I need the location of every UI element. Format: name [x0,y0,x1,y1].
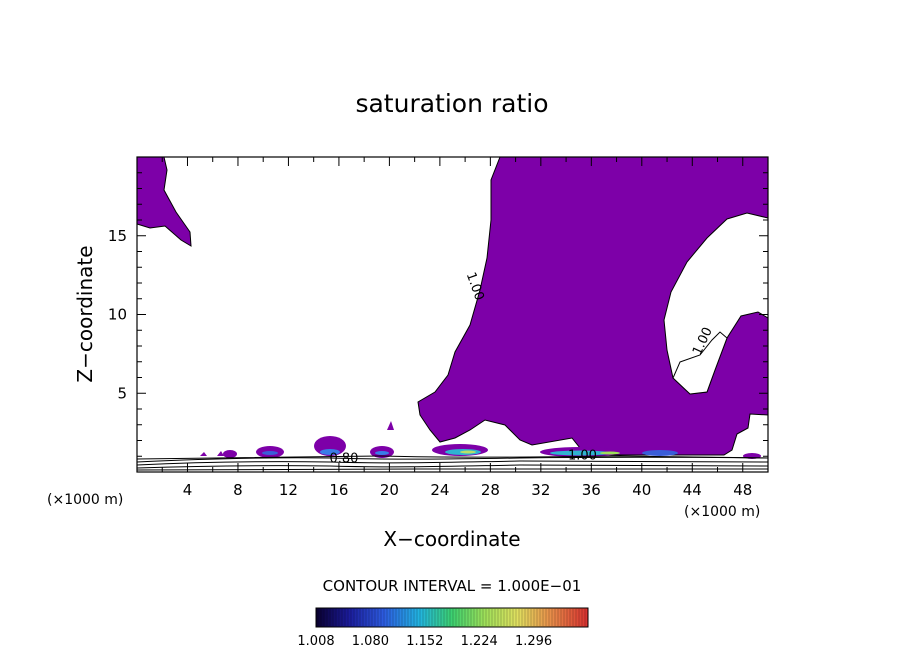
x-tick-label: 20 [380,481,399,499]
colorbar-ticks: 1.008 1.080 1.152 1.224 1.296 [297,634,552,649]
contour-label: 0.80 [329,452,358,467]
colorbar-tick-label: 1.008 [297,634,334,649]
blob-19-core [375,451,389,455]
x-tick-label: 44 [683,481,702,499]
x-axis-ticks: 4 8 12 16 20 24 28 32 36 40 44 48 [161,157,752,499]
x-tick-label: 12 [279,481,298,499]
blob-34-core [550,450,610,456]
surface-contours [136,455,769,471]
x-tick-label: 4 [183,481,193,499]
x-tick-label: 28 [481,481,500,499]
saturated-regions [136,156,769,456]
blob-40 [642,450,678,456]
x-unit-left: (×1000 m) [47,492,123,508]
colorbar [315,607,589,628]
region-notch [672,331,728,395]
chart-title: saturation ratio [355,89,548,118]
x-tick-label: 24 [430,481,449,499]
x-tick-label: 48 [733,481,752,499]
blob-15-core [320,449,340,455]
x-tick-label: 16 [329,481,348,499]
colorbar-tick-label: 1.080 [352,634,389,649]
y-axis-label: Z−coordinate [73,245,97,382]
blob-11-core [262,451,278,455]
region-top-left [136,156,192,247]
x-tick-label: 36 [582,481,601,499]
blob-25-peak [460,450,476,454]
blob-8 [223,450,237,458]
x-axis-label: X−coordinate [383,527,520,551]
surface-line-2 [136,460,769,466]
x-unit-right: (×1000 m) [684,504,760,520]
surface-line-5 [136,455,769,460]
tiny-cell-19 [387,421,394,430]
surface-line-4 [136,468,768,471]
y-tick-label: 10 [108,306,127,324]
blob-34-peak [600,451,620,455]
colorbar-tick-label: 1.224 [461,634,498,649]
contour-interval: CONTOUR INTERVAL = 1.000E−01 [323,577,582,595]
tiny-cell-7 [217,451,224,456]
x-tick-label: 8 [233,481,243,499]
contour-label: 1.00 [568,448,597,463]
tiny-cell-5 [200,452,207,456]
region-main [417,156,769,456]
x-tick-label: 32 [531,481,550,499]
surface-line-1 [136,456,769,463]
y-tick-label: 15 [108,227,127,245]
low-cloud-blobs [200,421,761,459]
colorbar-tick-label: 1.296 [515,634,552,649]
y-axis-ticks: 5 10 15 [108,172,768,457]
colorbar-stripes [317,609,586,626]
y-tick-label: 5 [117,384,127,402]
x-tick-label: 40 [632,481,651,499]
colorbar-tick-label: 1.152 [406,634,443,649]
surface-line-3 [136,464,769,469]
